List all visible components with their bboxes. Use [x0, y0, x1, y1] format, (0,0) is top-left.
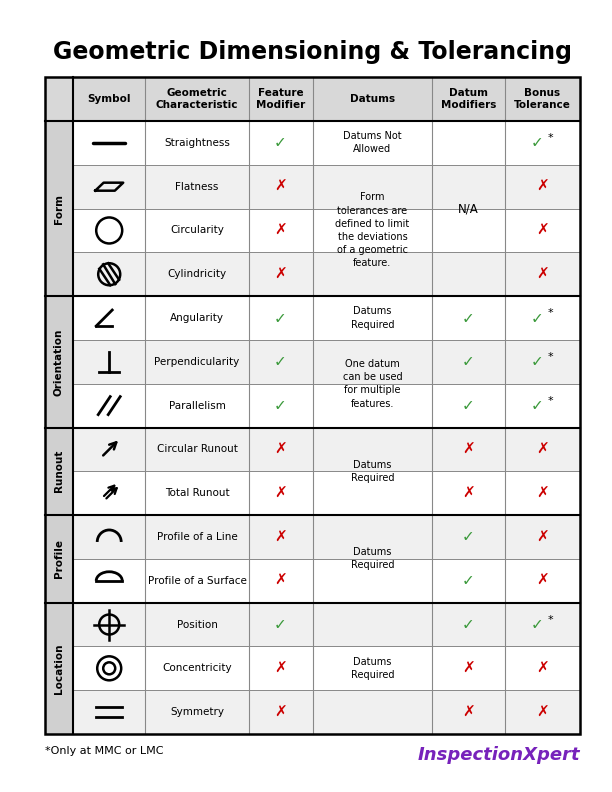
Text: Datums
Required: Datums Required: [351, 307, 394, 329]
Text: Angularity: Angularity: [170, 313, 224, 323]
Text: Location: Location: [54, 643, 64, 694]
Text: ✗: ✗: [536, 485, 549, 501]
Text: ✓: ✓: [462, 354, 475, 369]
Text: Form
tolerances are
defined to limit
the deviations
of a geometric
feature.: Form tolerances are defined to limit the…: [335, 192, 409, 268]
Bar: [45, 77, 580, 121]
Text: Perpendicularity: Perpendicularity: [154, 357, 239, 367]
Text: ✗: ✗: [536, 179, 549, 194]
Text: Datums
Required: Datums Required: [351, 657, 394, 680]
Text: ✓: ✓: [462, 573, 475, 588]
Bar: [73, 208, 580, 253]
Text: ✓: ✓: [274, 354, 287, 369]
Text: Position: Position: [176, 619, 217, 630]
Text: Flatness: Flatness: [175, 181, 218, 192]
Text: Bonus
Tolerance: Bonus Tolerance: [514, 88, 571, 110]
Text: Profile of a Surface: Profile of a Surface: [147, 576, 247, 586]
Text: ✗: ✗: [274, 530, 287, 544]
Text: ✓: ✓: [531, 135, 544, 150]
Text: ✗: ✗: [536, 661, 549, 676]
Text: ✓: ✓: [531, 310, 544, 326]
Bar: [45, 77, 580, 734]
Text: ✗: ✗: [274, 705, 287, 720]
Text: Orientation: Orientation: [54, 328, 64, 395]
Text: ✗: ✗: [536, 223, 549, 238]
Text: ✗: ✗: [462, 485, 475, 501]
Text: Profile of a Line: Profile of a Line: [157, 532, 237, 542]
Bar: [73, 471, 580, 515]
Text: ✓: ✓: [531, 617, 544, 632]
Text: Cylindricity: Cylindricity: [168, 269, 226, 280]
Bar: [73, 253, 580, 296]
Text: *: *: [548, 352, 553, 362]
Text: ✗: ✗: [462, 705, 475, 720]
Text: Runout: Runout: [54, 450, 64, 493]
Text: ✗: ✗: [462, 661, 475, 676]
Text: ✓: ✓: [462, 617, 475, 632]
Text: *Only at MMC or LMC: *Only at MMC or LMC: [45, 746, 163, 756]
Text: Datums
Required: Datums Required: [351, 459, 394, 483]
Text: One datum
can be used
for multiple
features.: One datum can be used for multiple featu…: [343, 359, 402, 409]
Text: Datums: Datums: [350, 94, 395, 104]
Text: ✗: ✗: [536, 705, 549, 720]
Bar: [73, 690, 580, 734]
Text: ✗: ✗: [274, 573, 287, 588]
Text: Circularity: Circularity: [170, 226, 224, 235]
Text: ✗: ✗: [274, 661, 287, 676]
Bar: [73, 603, 580, 646]
Text: ✓: ✓: [531, 398, 544, 413]
Bar: [73, 296, 580, 340]
Text: ✗: ✗: [274, 223, 287, 238]
Text: Datums
Required: Datums Required: [351, 547, 394, 570]
Text: N/A: N/A: [458, 202, 479, 215]
Text: ✗: ✗: [274, 442, 287, 457]
Bar: [73, 646, 580, 690]
Text: Geometric Dimensioning & Tolerancing: Geometric Dimensioning & Tolerancing: [53, 40, 572, 64]
Text: ✗: ✗: [274, 267, 287, 282]
Text: Datums Not
Allowed: Datums Not Allowed: [343, 131, 401, 154]
Bar: [73, 121, 580, 165]
Text: Symmetry: Symmetry: [170, 707, 224, 717]
Bar: [73, 383, 580, 428]
Text: ✗: ✗: [536, 530, 549, 544]
Text: ✓: ✓: [462, 310, 475, 326]
Text: *: *: [548, 133, 553, 143]
Bar: [73, 165, 580, 208]
Text: ✓: ✓: [462, 530, 475, 544]
Text: Parallelism: Parallelism: [168, 401, 225, 410]
Text: ✗: ✗: [536, 442, 549, 457]
Text: *: *: [548, 615, 553, 625]
Text: Symbol: Symbol: [88, 94, 131, 104]
Text: ✓: ✓: [274, 135, 287, 150]
Bar: [73, 428, 580, 471]
Bar: [73, 515, 580, 559]
Text: Profile: Profile: [54, 539, 64, 578]
Text: ✓: ✓: [274, 398, 287, 413]
Bar: [45, 121, 73, 734]
Text: Total Runout: Total Runout: [165, 488, 230, 498]
Text: ✗: ✗: [536, 573, 549, 588]
Text: Form: Form: [54, 193, 64, 223]
Text: *: *: [548, 308, 553, 318]
Text: Circular Runout: Circular Runout: [157, 444, 237, 455]
Text: Geometric
Characteristic: Geometric Characteristic: [155, 88, 238, 110]
Text: ✓: ✓: [531, 354, 544, 369]
Text: ✗: ✗: [462, 442, 475, 457]
Text: Feature
Modifier: Feature Modifier: [256, 88, 305, 110]
Text: ✓: ✓: [462, 398, 475, 413]
Text: ✗: ✗: [274, 485, 287, 501]
Text: ✓: ✓: [274, 310, 287, 326]
Text: Concentricity: Concentricity: [162, 664, 232, 673]
Text: Datum
Modifiers: Datum Modifiers: [441, 88, 496, 110]
Text: ✗: ✗: [274, 179, 287, 194]
Text: Straightness: Straightness: [164, 138, 230, 148]
Bar: [73, 340, 580, 383]
Text: ✗: ✗: [536, 267, 549, 282]
Bar: [73, 559, 580, 603]
Text: InspectionXpert: InspectionXpert: [417, 746, 580, 764]
Text: *: *: [548, 396, 553, 406]
Text: ✓: ✓: [274, 617, 287, 632]
